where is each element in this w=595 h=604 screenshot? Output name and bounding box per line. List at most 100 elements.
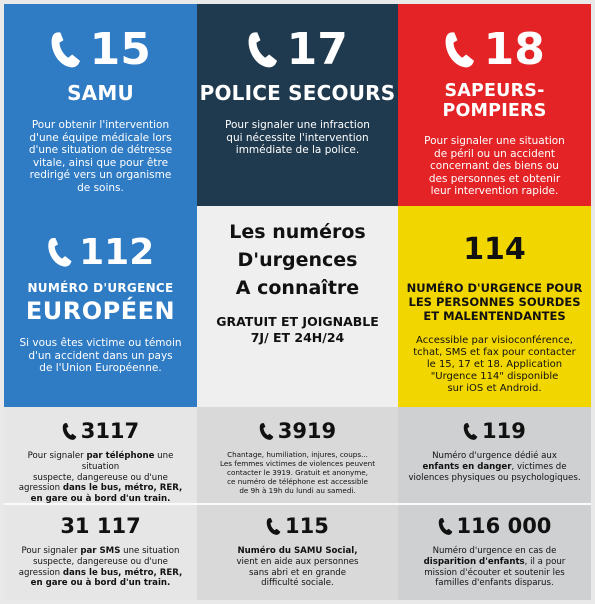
phone-icon bbox=[444, 30, 476, 70]
pompiers-desc-line: leur intervention rapide. bbox=[430, 185, 559, 197]
n3117-number-row: 3117 bbox=[62, 419, 139, 443]
n116000-desc-line: familles d'enfants disparus. bbox=[435, 578, 554, 589]
phone-icon bbox=[247, 30, 279, 70]
samu-number: 15 bbox=[89, 24, 151, 75]
subtitle-line: GRATUIT ET JOIGNABLE bbox=[216, 314, 379, 329]
pompiers-desc-line: des personnes et obtenir bbox=[428, 172, 561, 185]
sourds-desc-line: le 15, 17 et 18. Application bbox=[426, 359, 563, 370]
samu-desc-line: de soins. bbox=[77, 181, 124, 194]
emergency-numbers-poster: 15 SAMU Pour obtenir l'intervention d'un… bbox=[4, 4, 591, 600]
phone-icon bbox=[438, 517, 453, 536]
n119-number-row: 119 bbox=[463, 419, 526, 443]
n3117-panel: 3117 Pour signaler par téléphone une sit… bbox=[4, 407, 197, 504]
pompiers-desc-line: Pour signaler une situation bbox=[424, 135, 565, 147]
n119-panel: 119 Numéro d'urgence dédié aux enfants e… bbox=[398, 407, 591, 504]
n3919-number-row: 3919 bbox=[259, 419, 336, 443]
pompiers-panel: 18 SAPEURS-POMPIERS Pour signaler une si… bbox=[398, 4, 591, 206]
n116000-desc-line: Numéro d'urgence en cas de bbox=[432, 546, 557, 556]
sourds-title: NUMÉRO D'URGENCE POUR LES PERSONNES SOUR… bbox=[399, 281, 591, 323]
center-panel: Les numéros D'urgences A connaître GRATU… bbox=[197, 206, 398, 407]
samu-desc-line: vitale, ainsi que pour être bbox=[32, 156, 169, 169]
sourds-desc-line: sur iOS et Android. bbox=[447, 383, 542, 394]
n115-desc-line: vient en aide aux personnes bbox=[236, 556, 359, 567]
europe-name: EUROPÉEN bbox=[25, 297, 176, 325]
sourds-description: Accessible par visioconférence, tchat, S… bbox=[403, 335, 585, 395]
pompiers-description: Pour signaler une situation de péril ou … bbox=[408, 135, 581, 198]
police-description: Pour signaler une infraction qui nécessi… bbox=[209, 119, 386, 157]
europe-description: Si vous êtes victime ou témoin d'un acci… bbox=[5, 337, 195, 375]
sourds-title-line: ET MALENTENDANTES bbox=[423, 309, 566, 323]
text-part-bold: enfants en danger bbox=[422, 461, 512, 472]
europe-desc-line: de l'Union Européenne. bbox=[39, 362, 162, 374]
title-line: Les numéros bbox=[229, 221, 366, 243]
n31117-description: Pour signaler par SMS une situation susp… bbox=[11, 546, 191, 589]
text-part-bold: dans le bus, métro, RER, bbox=[62, 483, 183, 494]
europe-desc-line: d'un accident dans un pays bbox=[28, 349, 173, 362]
n31117-number-row: 31 117 bbox=[60, 514, 140, 538]
europe-number: 112 bbox=[79, 232, 155, 273]
n31117-desc-line: agression dans le bus, métro, RER, bbox=[19, 568, 183, 579]
n3919-number: 3919 bbox=[277, 419, 337, 443]
n3117-desc-line: en gare ou à bord d'un train. bbox=[12, 494, 189, 504]
sourds-panel: 114 NUMÉRO D'URGENCE POUR LES PERSONNES … bbox=[398, 206, 591, 407]
n3919-panel: 3919 Chantage, humiliation, injures, cou… bbox=[197, 407, 398, 504]
phone-icon bbox=[47, 236, 73, 268]
n116000-description: Numéro d'urgence en cas de disparition d… bbox=[416, 546, 574, 589]
samu-desc-line: redirigé vers un organisme bbox=[29, 169, 172, 181]
samu-panel: 15 SAMU Pour obtenir l'intervention d'un… bbox=[4, 4, 197, 206]
n115-panel: 115 Numéro du SAMU Social, vient en aide… bbox=[197, 504, 398, 600]
europe-subtitle: NUMÉRO D'URGENCE bbox=[27, 281, 174, 295]
pompiers-desc-line: de péril ou un accident bbox=[434, 147, 555, 160]
n115-number-row: 115 bbox=[266, 514, 329, 538]
n3117-desc-line: suspecte, dangereuse ou d'une bbox=[33, 472, 168, 483]
europe-number-row: 112 bbox=[47, 232, 155, 273]
n115-description: Numéro du SAMU Social, vient en aide aux… bbox=[228, 546, 366, 589]
poster-title: Les numéros D'urgences A connaître bbox=[229, 218, 365, 302]
samu-name: SAMU bbox=[67, 81, 134, 105]
text-part-bold: dans le bus, métro, RER, bbox=[62, 567, 183, 578]
phone-icon bbox=[463, 422, 478, 441]
phone-icon bbox=[50, 30, 82, 70]
title-line: D'urgences bbox=[237, 249, 358, 271]
n3117-desc-line: Pour signaler par téléphone une situatio… bbox=[12, 451, 189, 473]
samu-desc-line: d'une équipe médicale lors bbox=[29, 131, 172, 144]
text-part: , victimes de bbox=[511, 461, 567, 472]
samu-desc-line: d'une situation de détresse bbox=[28, 144, 173, 156]
samu-number-row: 15 bbox=[50, 24, 151, 75]
title-line: A connaître bbox=[235, 277, 360, 299]
text-part-bold: disparition d'enfants bbox=[423, 556, 525, 567]
europe-desc-line: Si vous êtes victime ou témoin bbox=[19, 337, 182, 349]
pompiers-number-row: 18 bbox=[444, 24, 545, 75]
sourds-desc-line: Accessible par visioconférence, bbox=[416, 335, 573, 346]
n115-desc-line: sans abri et en grande bbox=[248, 567, 347, 578]
n116000-panel: 116 000 Numéro d'urgence en cas de dispa… bbox=[398, 504, 591, 600]
police-desc-line: qui nécessite l'intervention bbox=[226, 131, 369, 144]
pompiers-number: 18 bbox=[483, 24, 545, 75]
n119-number: 119 bbox=[482, 419, 526, 443]
sourds-desc-line: tchat, SMS et fax pour contacter bbox=[413, 347, 576, 358]
n3919-desc-line: Les femmes victimes de violences peuvent bbox=[219, 459, 376, 468]
sourds-number: 114 bbox=[463, 232, 526, 267]
text-part-bold: en gare ou à bord d'un train. bbox=[30, 578, 171, 589]
police-panel: 17 POLICE SECOURS Pour signaler une infr… bbox=[197, 4, 398, 206]
n31117-desc-line: Pour signaler par SMS une situation bbox=[19, 546, 183, 557]
europe-panel: 112 NUMÉRO D'URGENCE EUROPÉEN Si vous êt… bbox=[4, 206, 197, 407]
sourds-title-line: LES PERSONNES SOURDES bbox=[408, 295, 581, 309]
text-part-bold: en gare ou à bord d'un train. bbox=[30, 494, 171, 504]
text-part-bold: Numéro du SAMU Social, bbox=[237, 546, 358, 556]
n3919-desc-line: Chantage, humiliation, injures, coups... bbox=[227, 450, 368, 459]
phone-icon bbox=[266, 517, 281, 536]
n115-desc-line: Numéro du SAMU Social, bbox=[236, 546, 358, 557]
police-desc-line: immédiate de la police. bbox=[235, 144, 360, 156]
sourds-title-line: NUMÉRO D'URGENCE POUR bbox=[406, 281, 583, 295]
phone-icon bbox=[259, 422, 274, 441]
n3117-desc-line: agression dans le bus, métro, RER, bbox=[12, 483, 189, 494]
n119-desc-line: enfants en danger, victimes de bbox=[408, 462, 580, 473]
pompiers-name: SAPEURS-POMPIERS bbox=[442, 81, 547, 121]
n31117-desc-line: suspecte, dangereuse ou d'une bbox=[33, 556, 168, 567]
n116000-desc-line: mission d'écouter et soutenir les bbox=[424, 567, 565, 578]
text-part-bold: par téléphone bbox=[86, 451, 155, 461]
police-number: 17 bbox=[286, 24, 348, 75]
n3919-desc-line: contacter le 3919. Gratuit et anonyme, bbox=[227, 468, 368, 477]
n116000-number: 116 000 bbox=[456, 514, 552, 538]
